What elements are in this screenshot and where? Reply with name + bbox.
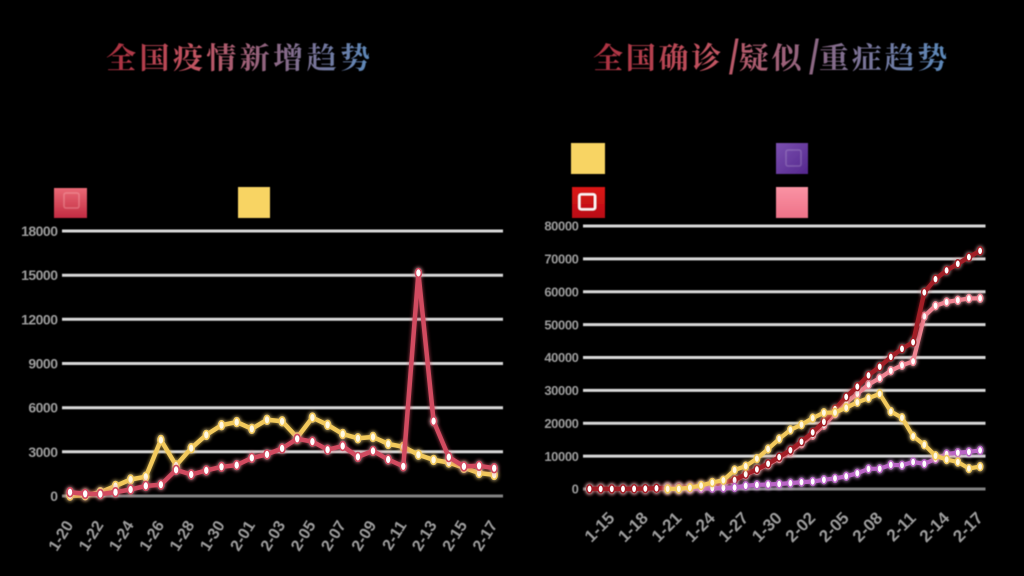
svg-text:80000: 80000 [544,219,578,234]
svg-text:6000: 6000 [28,400,58,416]
svg-text:3000: 3000 [28,444,58,460]
svg-text:30000: 30000 [544,383,578,398]
svg-text:18000: 18000 [21,223,58,239]
svg-text:0: 0 [50,488,58,504]
svg-text:0: 0 [572,482,579,497]
svg-text:40000: 40000 [544,350,578,365]
svg-text:12000: 12000 [21,311,58,327]
svg-text:70000: 70000 [544,252,578,267]
svg-text:20000: 20000 [544,416,578,431]
svg-text:60000: 60000 [544,284,578,299]
svg-text:10000: 10000 [544,449,578,464]
svg-text:15000: 15000 [21,267,58,283]
svg-text:9000: 9000 [28,356,58,372]
svg-text:50000: 50000 [544,317,578,332]
